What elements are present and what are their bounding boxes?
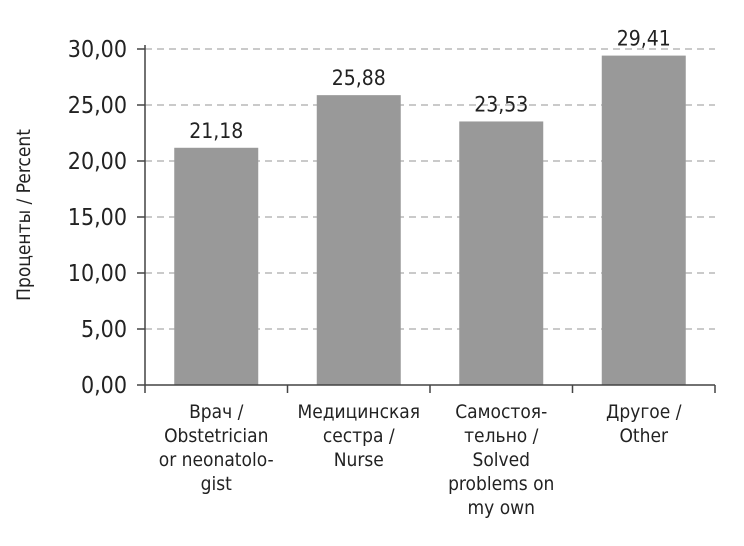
category-label: Самостоя-: [455, 401, 547, 423]
y-tick-label: 0,00: [81, 373, 127, 399]
category-label: сестра /: [323, 425, 395, 447]
bars: [174, 55, 686, 386]
y-tick-label: 20,00: [68, 149, 127, 175]
value-label: 29,41: [617, 27, 671, 51]
category-label: Nurse: [334, 449, 384, 471]
category-label: problems on: [448, 473, 554, 495]
value-label: 21,18: [189, 119, 243, 143]
y-tick-labels: 0,00 5,00 10,00 15,00 20,00 25,00 30,00: [68, 37, 127, 399]
category-label: Другое /: [606, 401, 682, 423]
bar: [316, 95, 401, 386]
category-label: Solved: [472, 449, 530, 471]
y-tick-label: 25,00: [68, 93, 127, 119]
bar: [459, 121, 544, 386]
category-label: Obstetrician: [164, 425, 268, 447]
y-axis-label: Проценты / Percent: [13, 129, 35, 301]
category-label: Other: [619, 425, 669, 447]
y-tick-label: 5,00: [81, 317, 127, 343]
bar: [601, 55, 686, 385]
category-label: gist: [201, 473, 233, 495]
value-labels: 21,18 25,88 23,53 29,41: [189, 27, 671, 143]
category-label: Медицинская: [297, 401, 420, 423]
value-label: 25,88: [332, 66, 386, 90]
y-tick-label: 15,00: [68, 205, 127, 231]
bar: [174, 147, 259, 385]
y-tick-label: 10,00: [68, 261, 127, 287]
value-label: 23,53: [474, 92, 528, 116]
axes: [137, 45, 716, 393]
y-tick-label: 30,00: [68, 37, 127, 63]
category-label: or neonatolo-: [159, 449, 274, 471]
category-label: my own: [468, 497, 535, 519]
category-label: Врач /: [189, 401, 244, 423]
category-label: тельно /: [464, 425, 539, 447]
